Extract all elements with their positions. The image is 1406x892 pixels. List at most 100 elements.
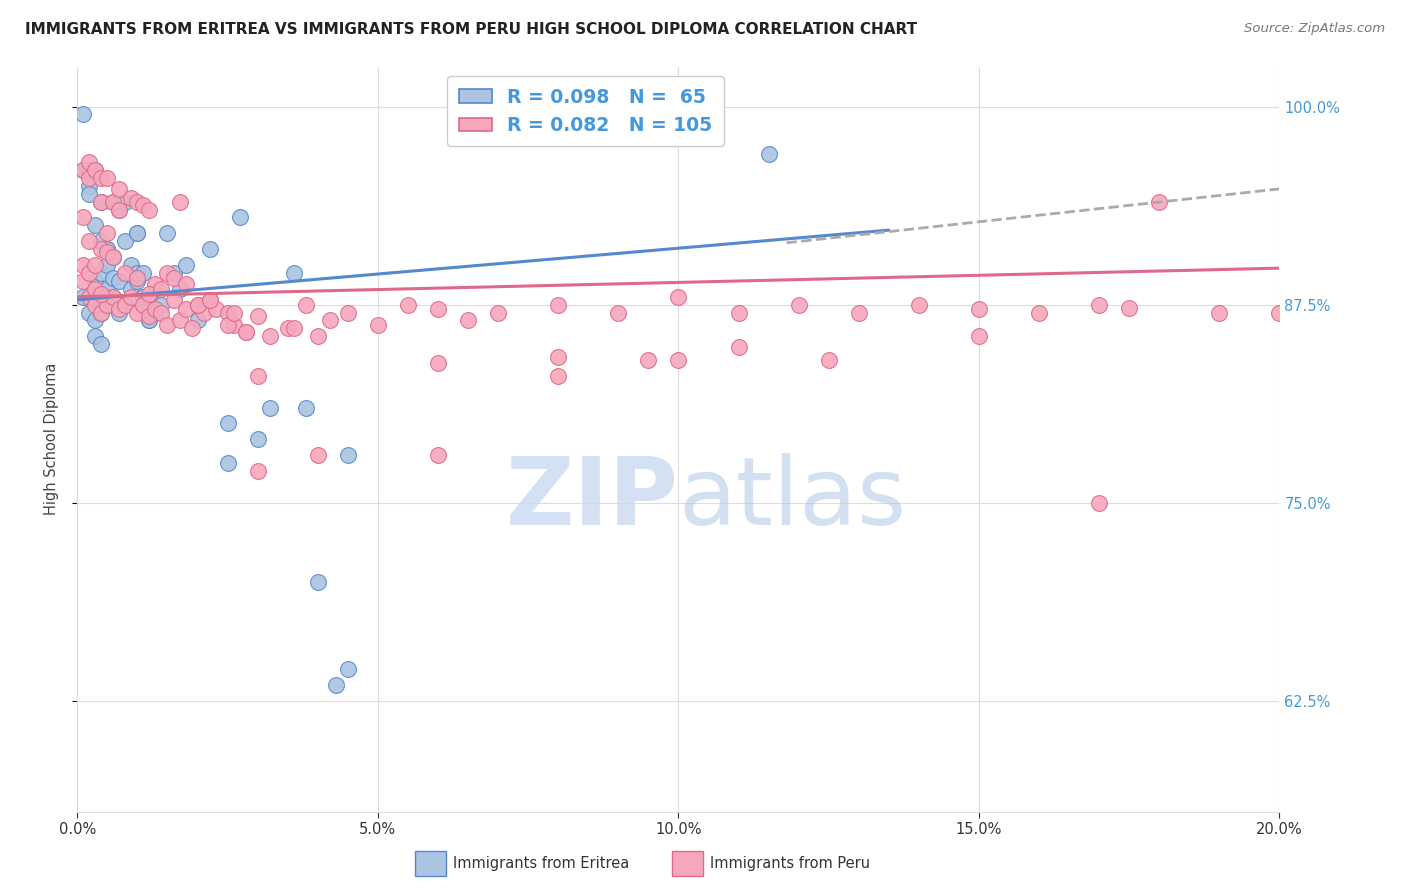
Point [84,219,107,233]
Point [607,305,630,319]
Point [156,266,179,280]
Point [138,286,160,301]
Point [84,162,107,177]
Point [72,211,94,225]
Point [235,325,257,339]
Point [246,309,269,323]
Point [72,162,94,177]
Point [547,297,569,311]
Point [114,297,136,311]
Point [84,297,107,311]
Point [222,318,245,333]
Point [217,305,239,319]
Point [150,282,173,296]
Point [72,290,94,304]
Point [90,305,112,319]
Point [90,286,112,301]
Point [114,194,136,209]
Point [138,313,160,327]
Point [169,282,191,296]
Point [84,274,107,288]
Point [138,290,160,304]
Point [79,178,101,193]
Point [156,227,179,241]
Point [79,155,101,169]
Point [848,305,870,319]
Point [180,321,202,335]
Point [84,329,107,343]
Point [396,297,419,311]
Point [114,297,136,311]
Point [79,234,101,248]
Point [127,227,149,241]
Point [294,401,316,415]
Text: Immigrants from Peru: Immigrants from Peru [710,856,870,871]
Point [96,242,118,256]
Point [967,302,990,317]
Point [96,245,118,260]
Point [103,194,125,209]
Point [319,313,342,327]
Point [79,290,101,304]
Point [145,305,167,319]
Point [162,293,184,307]
Point [103,250,125,264]
Point [277,321,299,335]
Point [787,297,810,311]
Point [79,266,101,280]
Point [103,194,125,209]
Point [103,250,125,264]
Point [246,464,269,478]
Point [96,258,118,272]
Point [187,313,209,327]
Point [90,337,112,351]
Point [132,198,155,212]
Point [162,270,184,285]
Point [132,297,155,311]
Point [217,456,239,470]
Point [84,290,107,304]
Point [283,266,305,280]
Point [114,266,136,280]
Point [138,202,160,217]
Point [1028,305,1050,319]
Point [457,313,479,327]
Point [127,270,149,285]
Point [79,170,101,185]
Point [120,258,142,272]
Point [727,340,749,354]
Point [150,305,173,319]
Point [169,313,191,327]
Point [132,290,155,304]
Point [103,290,125,304]
Point [127,266,149,280]
Point [174,258,197,272]
Point [547,350,569,364]
Point [336,448,359,462]
Point [108,182,131,196]
Point [294,297,316,311]
Point [156,318,179,333]
Point [1088,297,1111,311]
Text: Immigrants from Eritrea: Immigrants from Eritrea [453,856,628,871]
Point [145,302,167,317]
Point [96,227,118,241]
Point [228,211,250,225]
Point [79,162,101,177]
Point [90,170,112,185]
Point [336,662,359,676]
Point [758,147,780,161]
Text: ZIP: ZIP [506,453,679,545]
Point [132,266,155,280]
Point [307,574,329,589]
Point [90,242,112,256]
Point [169,194,191,209]
Point [486,305,509,319]
Point [79,305,101,319]
Point [427,356,450,370]
Point [668,290,690,304]
Point [1088,496,1111,510]
Point [72,258,94,272]
Point [427,302,450,317]
Point [72,162,94,177]
